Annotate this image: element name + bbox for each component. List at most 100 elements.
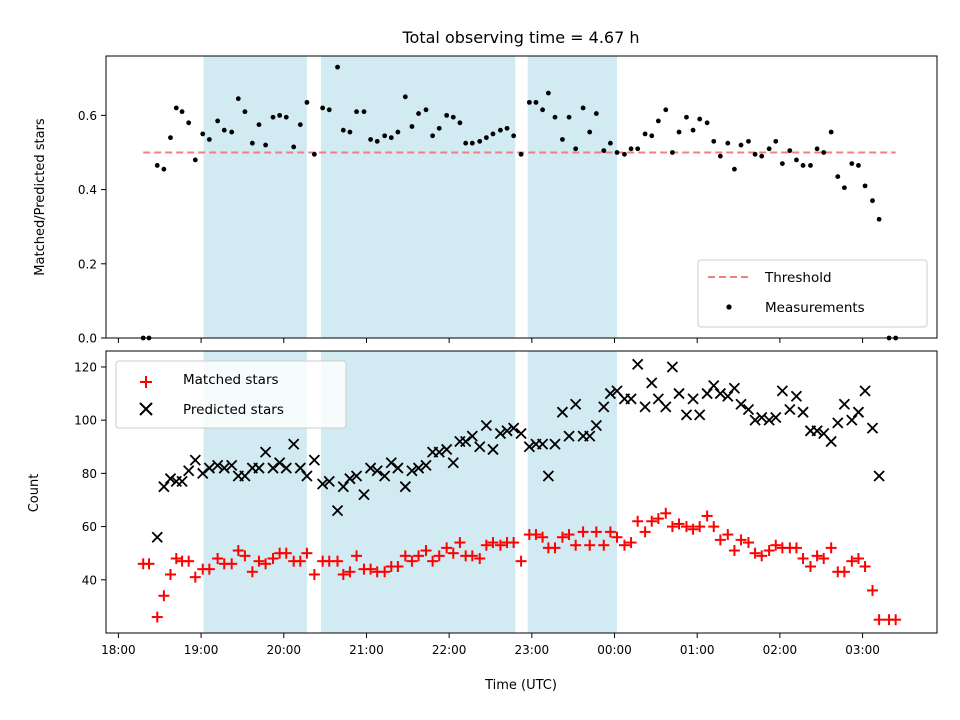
- predicted-stars-point: [604, 387, 617, 400]
- y-tick-label: 0.6: [78, 109, 97, 123]
- matched-stars-point: [632, 515, 644, 527]
- predicted-stars-point: [714, 387, 726, 400]
- predicted-stars-point: [523, 441, 535, 453]
- predicted-stars-point: [508, 422, 520, 434]
- matched-stars-point: [441, 542, 453, 554]
- measurement-point: [663, 107, 669, 113]
- matched-stars-point: [203, 563, 215, 575]
- matched-stars-point: [666, 521, 678, 533]
- predicted-stars-point: [308, 454, 321, 466]
- predicted-stars-point: [253, 462, 265, 474]
- matched-stars-point: [701, 510, 713, 522]
- predicted-stars-point: [825, 435, 837, 448]
- predicted-stars-point: [267, 462, 279, 474]
- measurement-point: [504, 125, 510, 131]
- predicted-stars-point: [866, 422, 879, 434]
- matched-stars-point: [625, 537, 637, 549]
- measurement-point: [725, 140, 731, 146]
- matched-stars-point: [466, 550, 478, 562]
- shaded-interval: [203, 56, 307, 338]
- predicted-stars-point: [317, 478, 329, 490]
- matched-stars-point: [611, 531, 623, 543]
- matched-stars-point: [590, 526, 602, 538]
- x-tick-label: 21:00: [349, 643, 384, 657]
- measurement-point: [552, 114, 558, 120]
- measurement-point: [402, 94, 408, 100]
- predicted-stars-point: [542, 470, 555, 482]
- measurement-point: [841, 185, 847, 191]
- measurement-point: [835, 174, 841, 179]
- matched-stars-point: [537, 531, 549, 543]
- measurement-point: [297, 122, 303, 128]
- matched-stars-point: [530, 529, 542, 541]
- predicted-stars-point: [776, 385, 789, 397]
- measurement-point: [200, 131, 206, 137]
- predicted-stars-point: [660, 401, 672, 413]
- predicted-stars-point: [420, 459, 432, 472]
- measurement-point: [270, 114, 276, 120]
- predicted-stars-point: [646, 377, 658, 389]
- measurement-point: [304, 99, 310, 105]
- measurement-point: [179, 109, 185, 115]
- matched-stars-point: [399, 550, 411, 562]
- measurement-point: [746, 138, 751, 144]
- matched-stars-point: [189, 571, 201, 583]
- matched-stars-point: [890, 614, 902, 626]
- matched-stars-point: [487, 537, 499, 549]
- predicted-stars-point: [832, 417, 844, 429]
- matched-stars-point: [728, 545, 740, 557]
- measurement-point: [697, 116, 703, 122]
- measurement-point: [766, 146, 772, 152]
- predicted-stars-point: [680, 409, 693, 421]
- measurement-point: [642, 131, 648, 137]
- matched-stars-point: [151, 611, 163, 623]
- predicted-stars-point: [176, 475, 188, 487]
- shaded-interval: [527, 351, 618, 633]
- matched-stars-point: [232, 545, 244, 557]
- bottom-axes-frame: [105, 350, 938, 634]
- predicted-stars-point: [358, 489, 370, 501]
- predicted-stars-point: [735, 398, 747, 410]
- bottom-panel: 18:00 19:00 20:00 21:00 22:00 23:00 00:00 01:00…: [27, 350, 938, 693]
- predicted-stars-point: [790, 390, 803, 402]
- predicted-stars-point: [584, 430, 596, 442]
- matched-stars-point: [294, 555, 306, 567]
- measurement-point: [649, 133, 655, 139]
- matched-stars-point: [253, 555, 265, 567]
- measurement-point: [540, 107, 545, 113]
- predicted-stars-point: [749, 414, 761, 426]
- matched-stars-point: [143, 558, 155, 570]
- measurement-point: [856, 163, 861, 168]
- matched-stars-point: [239, 550, 251, 562]
- measurement-point: [263, 142, 268, 148]
- matched-stars-point: [867, 584, 879, 596]
- predicted-stars-point: [274, 457, 286, 469]
- predicted-stars-point: [590, 419, 602, 432]
- measurement-point: [192, 157, 198, 163]
- figure-title: Total observing time = 4.67 h: [401, 28, 639, 47]
- predicted-stars-point: [728, 382, 741, 394]
- predicted-stars-point: [515, 427, 527, 440]
- predicted-stars-point: [852, 406, 865, 418]
- measurement-point: [235, 96, 241, 102]
- measurement-point: [614, 150, 620, 155]
- measurement-point: [423, 107, 429, 113]
- predicted-stars-point: [859, 385, 871, 397]
- predicted-stars-point: [708, 379, 720, 392]
- y-tick-label: 80: [82, 467, 97, 481]
- x-tick-label: 19:00: [184, 643, 219, 657]
- top-panel: 0.0 0.2 0.4 0.6 Matched/Predicted stars Thr…: [33, 55, 938, 346]
- predicted-stars-point: [379, 470, 391, 482]
- measurement-point: [870, 198, 875, 204]
- x-tick-label: 00:00: [597, 643, 632, 657]
- measurement-point: [361, 109, 367, 115]
- measurement-point: [717, 153, 723, 159]
- top-y-axis-label: Matched/Predicted stars: [33, 118, 48, 276]
- matched-stars-point: [639, 526, 651, 538]
- measurement-point: [876, 216, 882, 222]
- measurement-point: [607, 140, 613, 146]
- matched-stars-point: [722, 529, 734, 541]
- measurement-point: [229, 129, 235, 135]
- measurement-point: [800, 163, 806, 168]
